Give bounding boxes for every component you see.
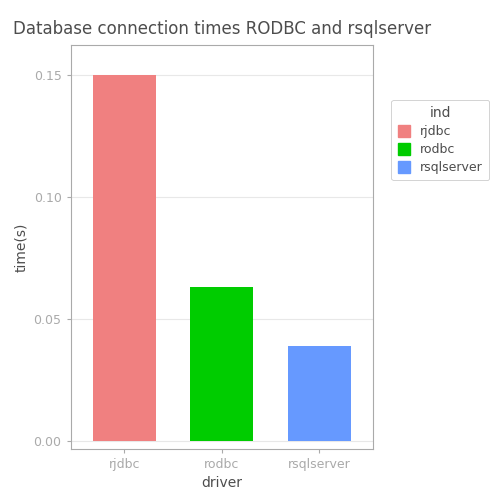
Legend: rjdbc, rodbc, rsqlserver: rjdbc, rodbc, rsqlserver <box>391 100 489 180</box>
Title: Database connection times RODBC and rsqlserver: Database connection times RODBC and rsql… <box>13 20 431 38</box>
Bar <box>190 287 254 441</box>
X-axis label: driver: driver <box>201 476 242 490</box>
Y-axis label: time(s): time(s) <box>14 222 28 272</box>
Bar <box>93 75 156 441</box>
Bar <box>288 346 351 441</box>
